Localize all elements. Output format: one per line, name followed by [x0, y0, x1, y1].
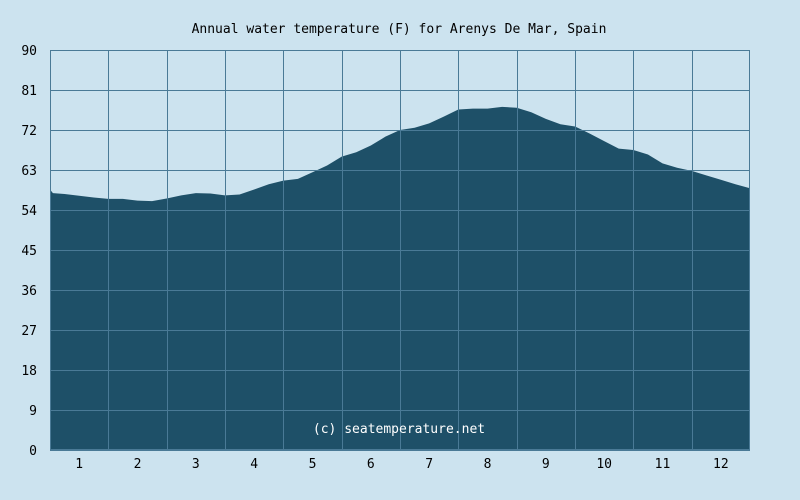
x-tick-label: 9 [542, 457, 550, 472]
x-tick-label: 6 [367, 457, 375, 472]
x-tick-label: 12 [713, 457, 729, 472]
y-tick-label: 36 [21, 284, 37, 299]
chart-title: Annual water temperature (F) for Arenys … [192, 22, 607, 37]
x-tick-label: 10 [596, 457, 612, 472]
x-tick-label: 2 [134, 457, 142, 472]
y-tick-label: 18 [21, 364, 37, 379]
y-tick-label: 90 [21, 44, 37, 59]
y-tick-label: 63 [21, 164, 37, 179]
y-tick-label: 54 [21, 204, 37, 219]
plot-border [50, 50, 750, 450]
x-tick-label: 4 [250, 457, 258, 472]
x-tick-label: 7 [425, 457, 433, 472]
watermark: (c) seatemperature.net [313, 422, 485, 437]
y-tick-label: 27 [21, 324, 37, 339]
x-tick-label: 8 [484, 457, 492, 472]
y-axis-ticks: 0 9 18 27 36 45 54 63 72 81 90 [21, 44, 37, 459]
x-tick-label: 1 [75, 457, 83, 472]
y-tick-label: 9 [29, 404, 37, 419]
x-tick-label: 5 [309, 457, 317, 472]
y-tick-label: 81 [21, 84, 37, 99]
x-axis-ticks: 1 2 3 4 5 6 7 8 9 10 11 12 [75, 457, 728, 472]
x-tick-label: 11 [655, 457, 671, 472]
y-tick-label: 0 [29, 444, 37, 459]
y-tick-label: 72 [21, 124, 37, 139]
y-tick-label: 45 [21, 244, 37, 259]
x-tick-label: 3 [192, 457, 200, 472]
